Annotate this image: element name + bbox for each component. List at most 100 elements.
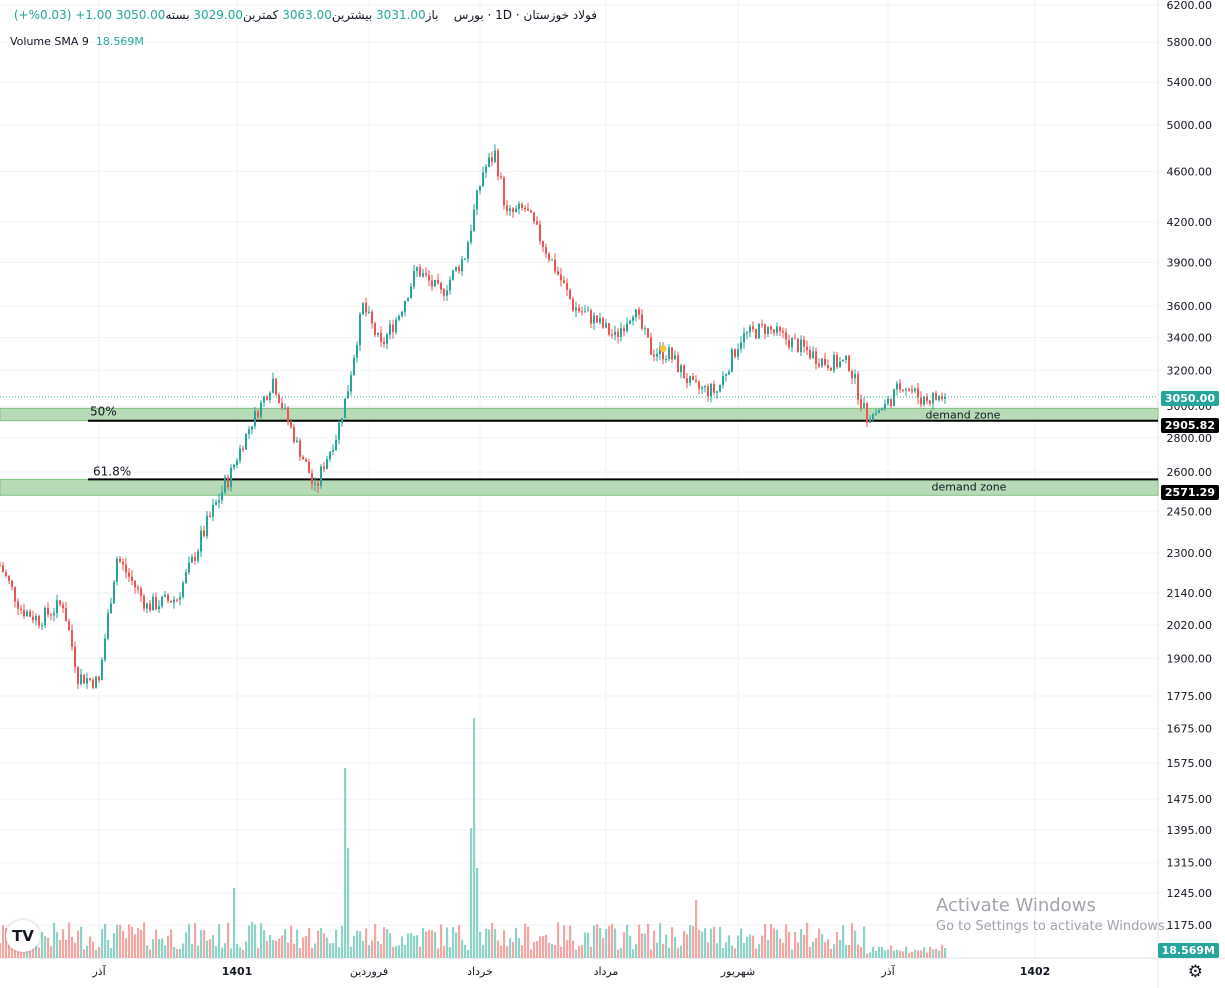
- volume-bar: [854, 930, 857, 958]
- candle-body: [44, 607, 46, 626]
- volume-bar: [248, 925, 251, 958]
- volume-bar: [905, 946, 908, 958]
- volume-bar: [221, 947, 224, 958]
- candle-body: [116, 558, 118, 583]
- candle-body: [707, 386, 709, 397]
- volume-bar: [935, 948, 938, 958]
- candle-body: [161, 596, 163, 607]
- volume-bar: [461, 940, 464, 958]
- volume-bar: [875, 950, 878, 958]
- tradingview-logo[interactable]: TV: [6, 920, 40, 952]
- candle-body: [53, 613, 55, 616]
- candle-body: [713, 384, 715, 393]
- candle-body: [71, 630, 73, 647]
- volume-bar: [491, 922, 494, 958]
- volume-bar: [362, 940, 365, 958]
- volume-bar: [605, 928, 608, 958]
- volume-bar: [98, 946, 101, 958]
- volume-bar: [416, 935, 419, 958]
- volume-bar: [152, 939, 155, 958]
- candle-body: [932, 393, 934, 404]
- candle-body: [479, 185, 481, 191]
- volume-bar: [722, 948, 725, 958]
- volume-bar: [692, 926, 695, 958]
- price-tick-label: 2140.00: [1167, 587, 1213, 600]
- volume-bar: [752, 935, 755, 958]
- volume-bar: [434, 932, 437, 958]
- candle-body: [740, 342, 742, 350]
- volume-bar: [503, 930, 506, 958]
- volume-bar: [869, 952, 872, 958]
- candle-body: [410, 286, 412, 299]
- volume-bar: [419, 946, 422, 958]
- volume-bar: [431, 930, 434, 958]
- candle-body: [221, 492, 223, 501]
- settings-gear-icon[interactable]: ⚙: [1187, 962, 1203, 982]
- candle-body: [449, 279, 451, 291]
- candle-body: [200, 530, 202, 552]
- candle-body: [734, 349, 736, 357]
- candle-body: [500, 176, 502, 178]
- volume-bar: [263, 930, 266, 958]
- candle-body: [404, 301, 406, 312]
- volume-bar: [479, 932, 482, 958]
- candle-body: [182, 582, 184, 597]
- volume-bar: [113, 933, 116, 958]
- candle-body: [476, 190, 478, 210]
- candle-body: [710, 384, 712, 397]
- volume-bar: [299, 948, 302, 958]
- volume-bar: [644, 933, 647, 958]
- volume-bar: [545, 934, 548, 958]
- volume-bar: [341, 925, 344, 958]
- volume-bar: [191, 944, 194, 958]
- candle-body: [245, 433, 247, 450]
- candle-body: [929, 400, 931, 404]
- volume-bar: [866, 953, 869, 958]
- timeframe[interactable]: 1D: [495, 8, 513, 22]
- volume-bar: [836, 932, 839, 958]
- volume-bar: [878, 946, 881, 958]
- candle-body: [101, 659, 103, 681]
- volume-bar: [107, 939, 110, 958]
- candle-body: [128, 572, 130, 577]
- candle-body: [584, 311, 586, 313]
- volume-bar: [104, 923, 107, 958]
- volume-bar: [599, 927, 602, 958]
- candle-body: [530, 210, 532, 213]
- candle-body: [728, 371, 730, 375]
- volume-bar: [713, 926, 716, 958]
- candle-body: [764, 324, 766, 334]
- candle-body: [191, 556, 193, 563]
- time-tick-label: آذر: [91, 964, 106, 978]
- candle-body: [524, 207, 526, 210]
- volume-bar: [95, 949, 98, 958]
- fib-level-label: 50%: [90, 405, 117, 419]
- volume-bar: [185, 932, 188, 958]
- candle-body: [512, 208, 514, 213]
- volume-bar: [134, 934, 137, 958]
- candle-body: [761, 323, 763, 325]
- symbol-name: فولاد خوزستان: [523, 8, 598, 22]
- volume-bar: [323, 933, 326, 958]
- volume-bar: [338, 947, 341, 958]
- candle-body: [572, 299, 574, 311]
- candle-body: [875, 412, 877, 415]
- candle-body: [275, 378, 277, 395]
- price-tick-label: 2800.00: [1167, 432, 1213, 445]
- candle-body: [35, 616, 37, 621]
- candle-body: [908, 389, 910, 391]
- volume-legend[interactable]: Volume SMA 9 18.569M: [10, 35, 144, 48]
- volume-bar: [497, 940, 500, 958]
- candle-body: [257, 411, 259, 418]
- close-value: 3050.00: [115, 8, 166, 22]
- price-tick-label: 1775.00: [1167, 690, 1213, 703]
- candle-body: [596, 315, 598, 323]
- volume-bar: [542, 936, 545, 958]
- volume-bar: [452, 927, 455, 958]
- candle-body: [695, 380, 697, 382]
- candle-body: [65, 608, 67, 622]
- candle-body: [386, 334, 388, 344]
- candle-body: [683, 365, 685, 379]
- price-tick-label: 1395.00: [1167, 824, 1213, 837]
